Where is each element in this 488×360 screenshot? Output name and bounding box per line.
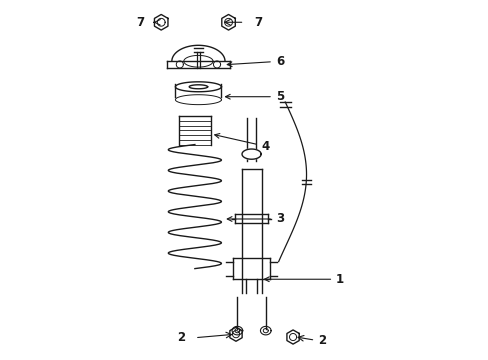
Text: 1: 1	[264, 273, 344, 286]
Text: 5: 5	[225, 90, 284, 103]
Text: 7: 7	[136, 16, 143, 29]
Polygon shape	[242, 149, 261, 159]
Text: 4: 4	[214, 134, 269, 153]
Text: 3: 3	[227, 212, 284, 225]
Text: 6: 6	[227, 55, 284, 68]
Text: 7: 7	[254, 16, 262, 29]
Text: 2: 2	[318, 334, 326, 347]
Text: 2: 2	[176, 331, 184, 344]
